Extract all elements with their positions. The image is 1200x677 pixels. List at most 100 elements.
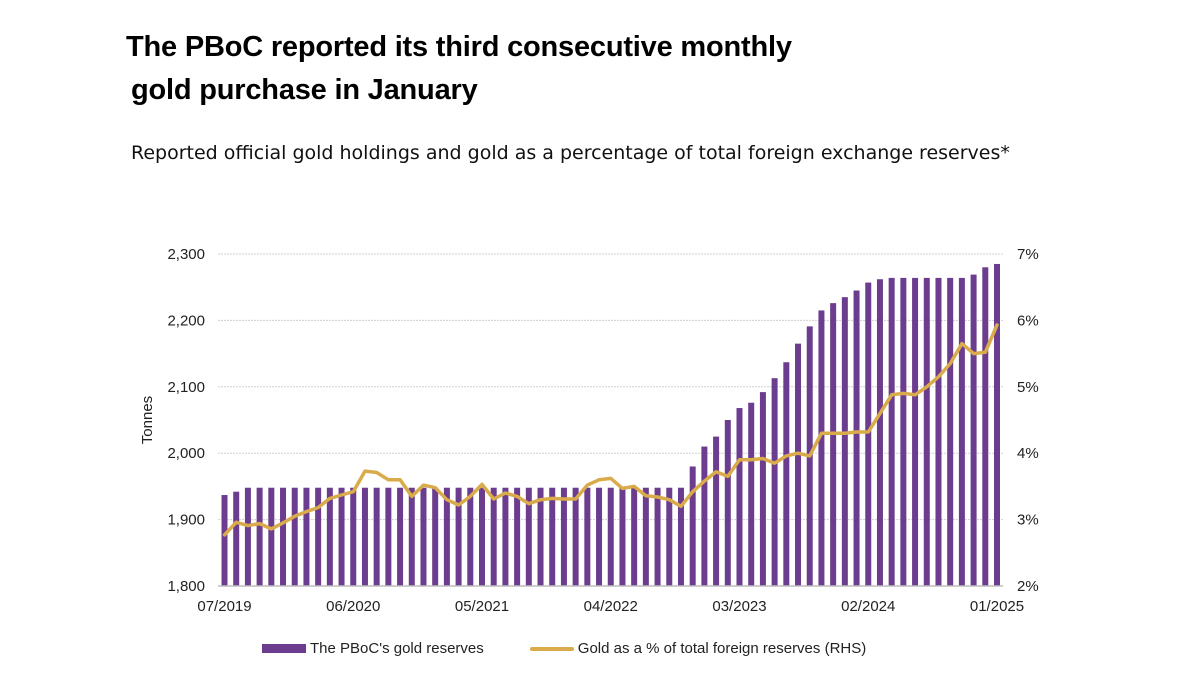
bar bbox=[666, 487, 673, 586]
bar bbox=[853, 290, 860, 586]
bar bbox=[443, 487, 450, 586]
y-tick-label: 1,800 bbox=[167, 578, 205, 595]
bar bbox=[771, 378, 778, 586]
chart-subtitle: Reported official gold holdings and gold… bbox=[131, 142, 1010, 164]
bar bbox=[572, 487, 579, 586]
bar bbox=[303, 487, 310, 586]
bar bbox=[689, 466, 696, 586]
bar bbox=[876, 279, 883, 586]
bar bbox=[467, 487, 474, 586]
bar bbox=[642, 487, 649, 586]
x-tick-label: 06/2020 bbox=[326, 598, 380, 615]
bar bbox=[502, 487, 509, 586]
bar bbox=[385, 487, 392, 586]
x-tick-label: 03/2023 bbox=[712, 598, 766, 615]
bar bbox=[596, 487, 603, 586]
y-tick-label: 2,300 bbox=[167, 246, 205, 263]
legend-item-bars: The PBoC's gold reserves bbox=[262, 640, 484, 657]
bar bbox=[701, 446, 708, 586]
bar bbox=[900, 277, 907, 586]
legend-swatch-bars bbox=[262, 644, 306, 653]
bar bbox=[549, 487, 556, 586]
line-series bbox=[222, 323, 999, 537]
chart-title-line-1: The PBoC reported its third consecutive … bbox=[126, 31, 792, 63]
y2-tick-label: 2% bbox=[1017, 578, 1039, 595]
bar bbox=[280, 487, 287, 586]
legend: The PBoC's gold reserves Gold as a % of … bbox=[262, 640, 912, 657]
bar bbox=[783, 362, 790, 586]
bar bbox=[361, 487, 368, 586]
chart-title: The PBoC reported its third consecutive … bbox=[126, 26, 946, 112]
bar bbox=[619, 487, 626, 586]
bar bbox=[514, 487, 521, 586]
line-path bbox=[222, 323, 999, 537]
y2-tick-label: 5% bbox=[1017, 379, 1039, 396]
bar bbox=[268, 487, 275, 586]
legend-item-line: Gold as a % of total foreign reserves (R… bbox=[529, 640, 867, 657]
bar bbox=[795, 343, 802, 586]
bar bbox=[420, 487, 427, 586]
bar bbox=[994, 263, 1000, 586]
bar bbox=[479, 487, 485, 586]
bar bbox=[560, 487, 567, 586]
bar bbox=[338, 487, 345, 586]
bar bbox=[256, 487, 263, 586]
y-tick-label: 2,100 bbox=[167, 379, 205, 396]
bar bbox=[736, 408, 743, 586]
y-tick-label: 2,000 bbox=[167, 445, 205, 462]
bar bbox=[888, 277, 895, 586]
y-tick-label: 1,900 bbox=[167, 512, 205, 529]
bar bbox=[912, 277, 919, 586]
bar bbox=[654, 487, 661, 586]
bar bbox=[748, 402, 755, 586]
bar bbox=[935, 277, 942, 586]
bar bbox=[830, 303, 837, 586]
bar bbox=[947, 277, 954, 586]
bar bbox=[244, 487, 251, 586]
bar bbox=[350, 487, 357, 586]
bar bbox=[759, 392, 766, 586]
legend-swatch-line bbox=[529, 646, 574, 651]
bar bbox=[490, 487, 497, 586]
y2-tick-label: 7% bbox=[1017, 246, 1039, 263]
x-tick-label: 02/2024 bbox=[841, 598, 895, 615]
bar bbox=[221, 495, 228, 586]
bar bbox=[233, 491, 240, 586]
legend-label-line: Gold as a % of total foreign reserves (R… bbox=[577, 640, 867, 657]
bar-series bbox=[221, 263, 1000, 586]
bar bbox=[397, 487, 404, 586]
bar bbox=[841, 297, 848, 586]
bar bbox=[455, 487, 462, 586]
bar bbox=[315, 487, 322, 586]
bar bbox=[537, 487, 544, 586]
y2-tick-label: 4% bbox=[1017, 445, 1039, 462]
bar bbox=[818, 310, 825, 586]
bar bbox=[631, 487, 638, 586]
bar bbox=[607, 487, 614, 586]
bar bbox=[432, 487, 439, 586]
y-axis-title: Tonnes bbox=[139, 396, 156, 444]
bar bbox=[923, 277, 930, 586]
bar bbox=[584, 487, 591, 586]
y2-tick-label: 3% bbox=[1017, 512, 1039, 529]
bar bbox=[970, 274, 977, 586]
gridlines bbox=[218, 253, 1003, 521]
bar bbox=[326, 487, 333, 586]
y2-tick-label: 6% bbox=[1017, 312, 1039, 329]
bar bbox=[713, 436, 720, 586]
bar bbox=[373, 487, 380, 586]
x-tick-label: 05/2021 bbox=[455, 598, 509, 615]
bar bbox=[865, 282, 872, 586]
bar bbox=[958, 277, 965, 586]
x-tick-label: 01/2025 bbox=[970, 598, 1024, 615]
x-tick-label: 07/2019 bbox=[197, 598, 251, 615]
x-tick-label: 04/2022 bbox=[584, 598, 638, 615]
legend-label-bars: The PBoC's gold reserves bbox=[310, 640, 484, 657]
bar bbox=[408, 487, 415, 586]
chart-title-line-2: gold purchase in January bbox=[131, 74, 478, 106]
axes: 1,800 2% 1,900 3% 2,000 4% 2,100 5% 2,200 6% 2,300… bbox=[139, 246, 1039, 615]
bar bbox=[677, 487, 684, 586]
bar bbox=[724, 420, 731, 586]
bar bbox=[982, 267, 989, 586]
